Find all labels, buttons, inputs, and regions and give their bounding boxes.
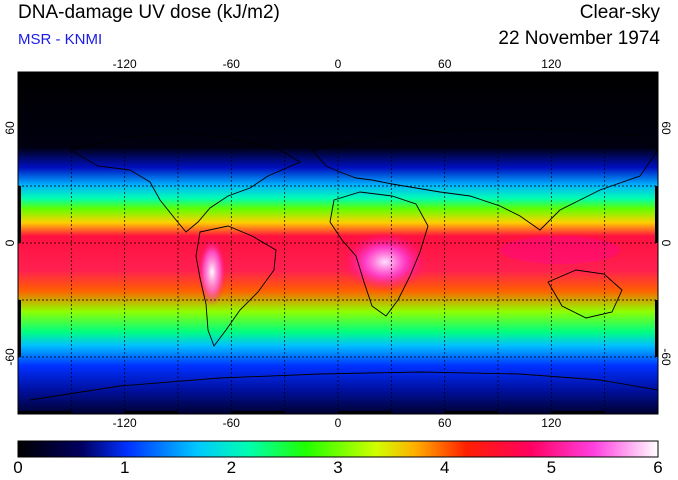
coast-south-america — [195, 225, 277, 347]
colorbar-label-5: 5 — [546, 458, 557, 477]
lon-tick-top-1: -120 — [113, 57, 137, 71]
lon-tick-bottom-5: 120 — [541, 416, 561, 430]
colorbar-label-4: 4 — [439, 458, 450, 477]
colorbar-label-1: 1 — [119, 458, 130, 477]
lon-tick-bottom-4: 60 — [438, 416, 452, 430]
lat-tick-right-3: -60 — [659, 348, 673, 366]
lon-tick-bottom-3: 0 — [335, 416, 342, 430]
lat-tick-left-1: 60 — [3, 121, 17, 135]
lon-tick-bottom-1: -120 — [113, 416, 137, 430]
map-source: MSR - KNMI — [18, 31, 103, 48]
colorbar-label-0: 0 — [13, 458, 23, 477]
lon-tick-top-5: 120 — [541, 57, 561, 71]
lat-tick-left-2: 0 — [3, 239, 17, 246]
lon-tick-top-2: -60 — [223, 57, 241, 71]
lon-tick-bottom-2: -60 — [223, 416, 241, 430]
coast-australia — [547, 269, 623, 319]
sky-condition: Clear-sky — [579, 2, 660, 23]
colorbar-label-6: 6 — [653, 458, 663, 477]
colorbar-label-3: 3 — [333, 458, 343, 477]
frame-ticks — [18, 72, 658, 414]
map-date: 22 November 1974 — [498, 28, 660, 49]
graticule — [18, 72, 658, 414]
colorbar — [17, 440, 659, 458]
lon-tick-top-4: 60 — [438, 57, 452, 71]
coast-eurasia — [311, 127, 658, 231]
colorbar-label-2: 2 — [226, 458, 237, 477]
lat-tick-right-2: 0 — [659, 240, 673, 247]
coast-antarctica — [29, 371, 658, 401]
lat-tick-left-3: -60 — [3, 348, 17, 366]
map-title: DNA-damage UV dose (kJ/m2) — [18, 2, 280, 23]
lat-tick-right-1: 60 — [659, 121, 673, 135]
lon-tick-top-3: 0 — [335, 57, 342, 71]
coast-north-america — [68, 131, 301, 233]
